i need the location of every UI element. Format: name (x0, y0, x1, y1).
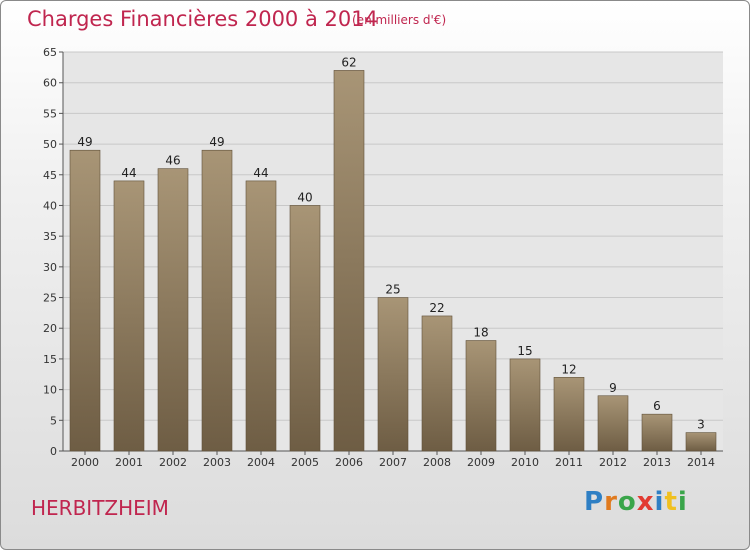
x-tick-label: 2009 (467, 456, 495, 469)
x-tick-label: 2004 (247, 456, 275, 469)
bar (201, 149, 233, 452)
data-label: 22 (429, 301, 444, 315)
logo-letter: o (617, 487, 637, 517)
y-tick-label: 65 (43, 46, 57, 59)
data-label: 25 (385, 283, 400, 297)
y-tick-label: 55 (43, 107, 57, 120)
data-label: 49 (77, 135, 92, 149)
y-tick-label: 50 (43, 138, 57, 151)
bar (421, 315, 453, 452)
bar (597, 395, 629, 452)
x-tick-label: 2014 (687, 456, 715, 469)
logo-letter: t (664, 487, 678, 517)
data-label: 44 (253, 166, 268, 180)
bar (509, 358, 541, 452)
bar (113, 180, 145, 452)
x-tick-label: 2000 (71, 456, 99, 469)
proxiti-logo: Proxiti (584, 487, 688, 517)
x-tick-label: 2011 (555, 456, 583, 469)
bar (641, 413, 673, 452)
x-tick-label: 2003 (203, 456, 231, 469)
x-tick-label: 2008 (423, 456, 451, 469)
data-label: 46 (165, 154, 180, 168)
data-label: 18 (473, 326, 488, 340)
bar (69, 149, 101, 452)
y-tick-label: 0 (50, 445, 57, 458)
x-tick-label: 2007 (379, 456, 407, 469)
city-name: HERBITZHEIM (31, 496, 169, 520)
data-label: 3 (697, 418, 705, 432)
logo-letter: r (604, 487, 618, 517)
bar (245, 180, 277, 452)
data-label: 9 (609, 381, 617, 395)
chart-title: Charges Financières 2000 à 2014 (27, 7, 378, 31)
bar (685, 432, 717, 452)
x-tick-label: 2010 (511, 456, 539, 469)
y-tick-label: 30 (43, 261, 57, 274)
x-tick-label: 2006 (335, 456, 363, 469)
y-tick-label: 25 (43, 292, 57, 305)
bar (553, 377, 585, 452)
y-tick-label: 20 (43, 322, 57, 335)
logo-letter: P (584, 487, 605, 517)
x-tick-label: 2013 (643, 456, 671, 469)
bar (465, 340, 497, 452)
x-tick-label: 2001 (115, 456, 143, 469)
bar (377, 297, 409, 452)
data-label: 12 (561, 362, 576, 376)
y-tick-label: 15 (43, 353, 57, 366)
y-tick-label: 5 (50, 414, 57, 427)
y-tick-label: 45 (43, 169, 57, 182)
y-tick-label: 10 (43, 384, 57, 397)
y-tick-label: 35 (43, 230, 57, 243)
y-tick-label: 60 (43, 77, 57, 90)
bar (289, 205, 321, 452)
x-tick-label: 2012 (599, 456, 627, 469)
y-tick-label: 40 (43, 199, 57, 212)
logo-letter: x (636, 487, 655, 517)
data-label: 40 (297, 190, 312, 204)
data-label: 15 (517, 344, 532, 358)
x-tick-label: 2002 (159, 456, 187, 469)
bar (333, 70, 365, 452)
logo-letter: i (654, 487, 665, 517)
bar (157, 168, 189, 452)
data-label: 49 (209, 135, 224, 149)
data-label: 44 (121, 166, 136, 180)
data-label: 62 (341, 55, 356, 69)
chart-subtitle: (en milliers d'€) (352, 13, 447, 27)
logo-letter: i (677, 487, 688, 517)
data-label: 6 (653, 399, 661, 413)
x-tick-label: 2005 (291, 456, 319, 469)
